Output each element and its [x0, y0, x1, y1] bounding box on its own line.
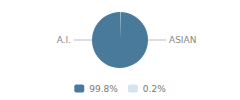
svg-text:99.8%: 99.8% [89, 84, 118, 94]
svg-text:0.2%: 0.2% [143, 84, 166, 94]
svg-text:ASIAN: ASIAN [169, 35, 196, 45]
svg-text:A.I.: A.I. [57, 35, 71, 45]
